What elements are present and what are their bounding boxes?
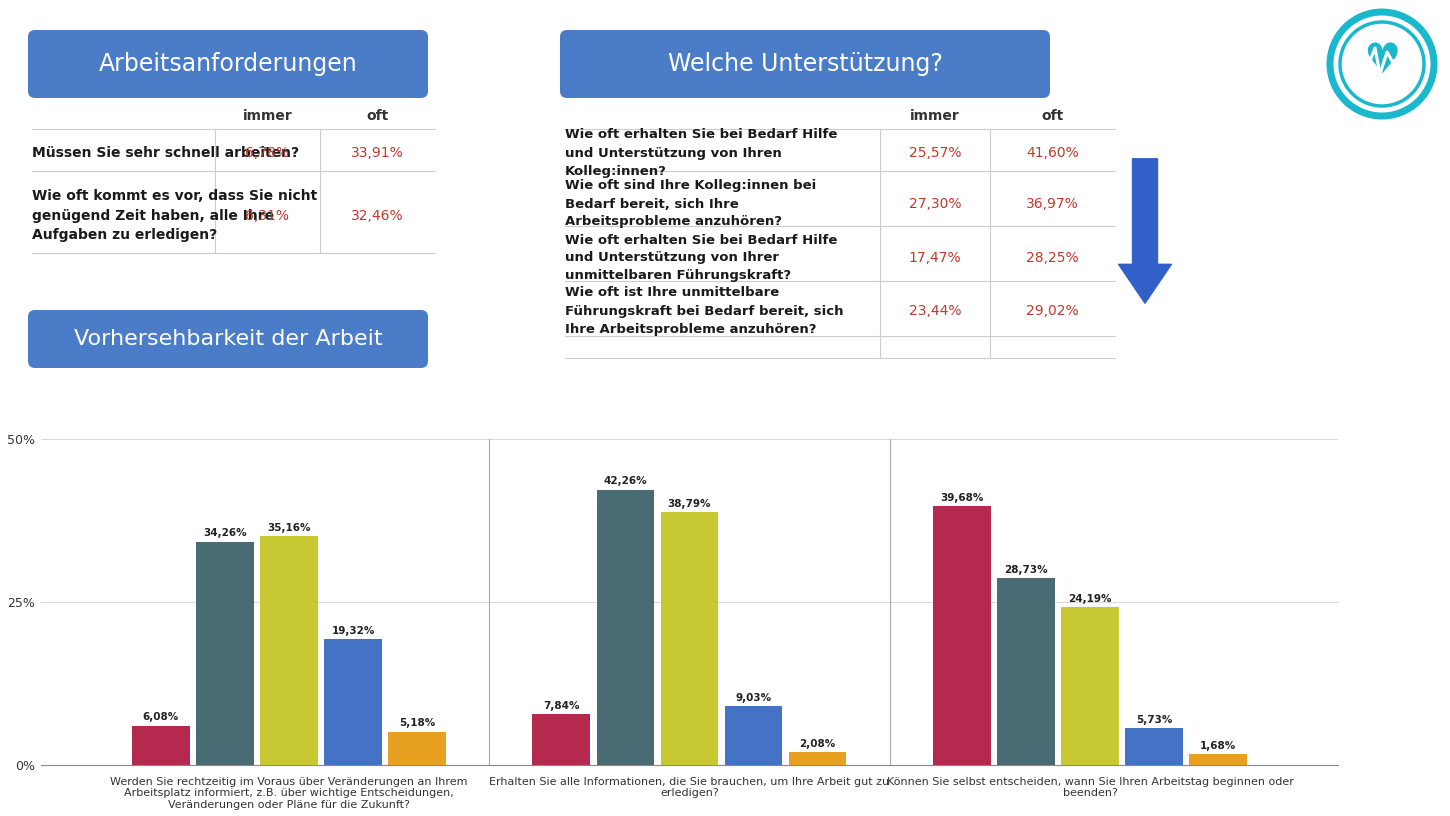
Text: Arbeitsanforderungen: Arbeitsanforderungen (99, 52, 357, 76)
FancyArrowPatch shape (1118, 159, 1172, 304)
Text: 19,32%: 19,32% (332, 626, 374, 636)
Text: 7,84%: 7,84% (544, 701, 580, 711)
Bar (596, 490, 654, 765)
Bar (789, 752, 847, 765)
Text: 29,02%: 29,02% (1027, 304, 1079, 318)
Text: 25,57%: 25,57% (909, 146, 961, 160)
Text: Wie oft ist Ihre unmittelbare
Führungskraft bei Bedarf bereit, sich
Ihre Arbeits: Wie oft ist Ihre unmittelbare Führungskr… (566, 286, 844, 335)
Text: 23,44%: 23,44% (909, 304, 961, 318)
Text: 35,16%: 35,16% (267, 522, 310, 533)
FancyBboxPatch shape (560, 30, 1050, 98)
Text: 17,47%: 17,47% (909, 251, 961, 265)
Text: 38,79%: 38,79% (668, 499, 712, 509)
Bar (1125, 728, 1183, 765)
Bar (998, 578, 1054, 765)
Bar (132, 725, 190, 765)
Bar (532, 714, 590, 765)
Circle shape (1330, 12, 1434, 116)
Text: 6,31%: 6,31% (245, 209, 290, 223)
Text: ♥: ♥ (1363, 40, 1401, 82)
Text: Wie oft erhalten Sie bei Bedarf Hilfe
und Unterstützung von Ihrer
unmittelbaren : Wie oft erhalten Sie bei Bedarf Hilfe un… (566, 233, 837, 282)
Text: 2,08%: 2,08% (799, 738, 835, 748)
Text: Wie oft kommt es vor, dass Sie nicht
genügend Zeit haben, alle Ihre
Aufgaben zu : Wie oft kommt es vor, dass Sie nicht gen… (32, 189, 318, 242)
Text: 6,78%: 6,78% (245, 146, 290, 160)
Bar (1189, 755, 1247, 765)
Circle shape (1340, 22, 1424, 106)
Bar (389, 732, 447, 765)
Text: 32,46%: 32,46% (351, 209, 403, 223)
Bar (725, 707, 783, 765)
Text: Wie oft sind Ihre Kolleg:innen bei
Bedarf bereit, sich Ihre
Arbeitsprobleme anzu: Wie oft sind Ihre Kolleg:innen bei Bedar… (566, 180, 816, 228)
Bar (932, 507, 990, 765)
FancyBboxPatch shape (28, 310, 428, 368)
Text: immer: immer (242, 109, 293, 123)
Text: oft: oft (1041, 109, 1064, 123)
Text: oft: oft (367, 109, 389, 123)
Text: 28,73%: 28,73% (1003, 565, 1048, 574)
Text: 6,08%: 6,08% (142, 712, 178, 722)
Text: 28,25%: 28,25% (1027, 251, 1079, 265)
Text: 5,73%: 5,73% (1135, 715, 1172, 725)
FancyBboxPatch shape (28, 30, 428, 98)
Text: immer: immer (911, 109, 960, 123)
Bar (196, 542, 254, 765)
Text: 41,60%: 41,60% (1027, 146, 1079, 160)
Text: 39,68%: 39,68% (940, 493, 983, 503)
Text: Müssen Sie sehr schnell arbeiten?: Müssen Sie sehr schnell arbeiten? (32, 146, 299, 160)
Text: 9,03%: 9,03% (735, 694, 771, 703)
Text: 1,68%: 1,68% (1201, 741, 1237, 752)
Bar (1061, 607, 1119, 765)
Bar (260, 536, 318, 765)
Text: 36,97%: 36,97% (1027, 197, 1079, 211)
Text: 42,26%: 42,26% (603, 477, 647, 486)
Text: Welche Unterstützung?: Welche Unterstützung? (667, 52, 942, 76)
Bar (661, 512, 718, 765)
Text: 5,18%: 5,18% (399, 718, 435, 729)
Text: Wie oft erhalten Sie bei Bedarf Hilfe
und Unterstützung von Ihren
Kolleg:innen?: Wie oft erhalten Sie bei Bedarf Hilfe un… (566, 128, 837, 178)
Text: 24,19%: 24,19% (1069, 594, 1112, 604)
Text: 34,26%: 34,26% (203, 529, 247, 539)
Text: Vorhersehbarkeit der Arbeit: Vorhersehbarkeit der Arbeit (74, 329, 383, 349)
Bar (325, 639, 381, 765)
Text: 33,91%: 33,91% (351, 146, 405, 160)
Text: 27,30%: 27,30% (909, 197, 961, 211)
